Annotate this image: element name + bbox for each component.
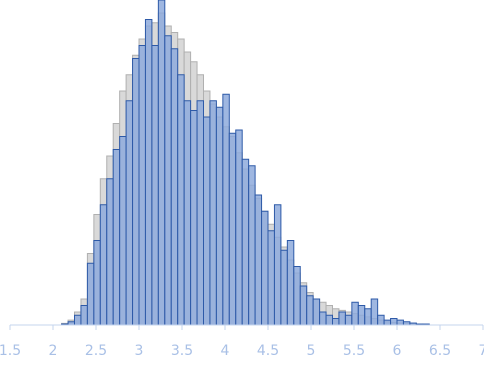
histogram-bar [320,312,326,325]
x-tick-label: 2.5 [85,343,107,359]
histogram-bar [165,36,171,325]
histogram-bar [75,315,81,325]
histogram-bar [294,267,300,326]
histogram-bar [133,59,139,326]
x-tick-label: 3.5 [171,343,193,359]
x-tick-label: 4.5 [257,343,279,359]
histogram-bar [378,315,384,325]
histogram-bar [281,250,287,325]
histogram-bar [197,101,203,325]
histogram-bar [345,315,351,325]
histogram-bar [158,0,164,325]
histogram-bar [358,306,364,326]
histogram-bar [191,111,197,326]
histogram-bar [94,241,100,326]
histogram-bar [178,75,184,325]
histogram-bar [171,49,177,325]
histogram-bar [100,205,106,325]
histogram-bar [113,150,119,326]
histogram-bar [229,133,235,325]
histogram-bar [184,101,190,325]
x-tick-label: 7 [479,343,484,359]
histogram-bar [397,320,403,325]
histogram-bar [210,101,216,325]
histogram-bar [333,319,339,326]
x-tick-label: 5 [307,343,316,359]
histogram-bar [339,312,345,325]
histogram-bar [268,231,274,325]
x-tick-label: 1.5 [0,343,21,359]
histogram-bar [384,320,390,325]
histogram-bar [120,137,126,326]
histogram-bar [307,296,313,325]
histogram-bar [216,107,222,325]
histogram-bar [255,195,261,325]
histogram-bar [352,302,358,325]
x-tick-label: 6.5 [429,343,451,359]
histogram-bar [300,286,306,325]
histogram-bar [365,309,371,325]
histogram-bar [391,319,397,326]
histogram-bar [81,306,87,326]
x-tick-label: 5.5 [343,343,365,359]
histogram-bar [262,211,268,325]
x-tick-label: 2 [49,343,58,359]
histogram-bar [139,46,145,326]
x-tick-label: 3 [135,343,144,359]
histogram-bar [223,94,229,325]
histogram-bar [287,241,293,326]
histogram-bar [249,166,255,325]
histogram-bar [107,179,113,325]
histogram-bar [274,205,280,325]
histogram-bar [204,117,210,325]
histogram-bar [152,46,158,326]
x-tick-label: 6 [393,343,402,359]
histogram-bar [242,159,248,325]
x-tick-label: 4 [221,343,230,359]
histogram-bar [313,299,319,325]
histogram-bar [326,315,332,325]
histogram-bar [371,299,377,325]
histogram-bar [87,263,93,325]
histogram-bar [145,20,151,326]
histogram-bar [236,130,242,325]
histogram-bar [126,101,132,325]
